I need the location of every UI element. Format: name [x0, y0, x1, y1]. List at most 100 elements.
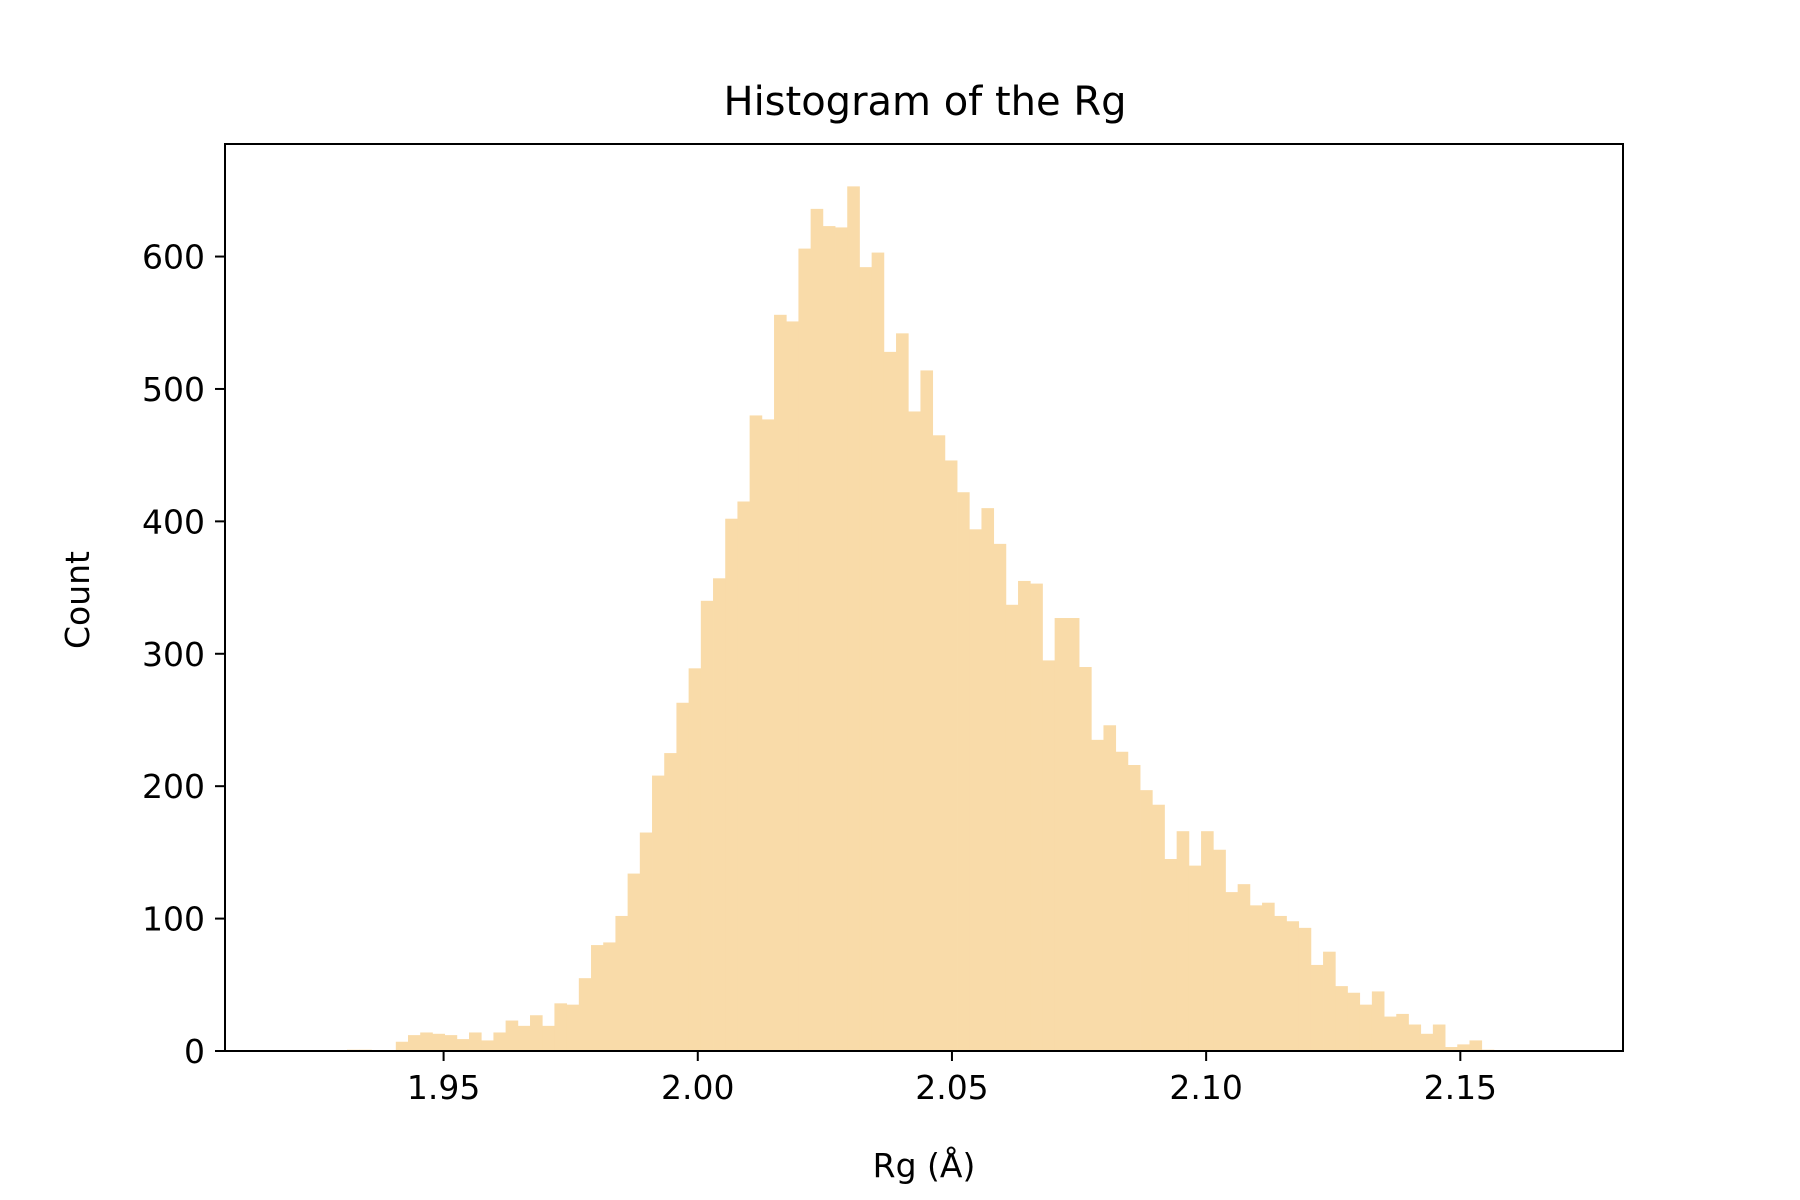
- histogram-bar: [1408, 1024, 1422, 1051]
- chart-title: Histogram of the Rg: [723, 79, 1126, 125]
- histogram-bar: [1140, 790, 1153, 1051]
- plot-frame: [224, 143, 1624, 1052]
- histogram-bar: [1005, 604, 1019, 1051]
- histogram-bar: [908, 411, 921, 1051]
- histogram-bar: [481, 1040, 494, 1051]
- histogram-bar: [1384, 1016, 1397, 1051]
- histogram-bar: [786, 321, 799, 1051]
- histogram-bar: [603, 942, 616, 1051]
- histogram-bar: [1176, 831, 1190, 1051]
- histogram-bar: [578, 978, 592, 1051]
- histogram-bar: [761, 419, 775, 1051]
- y-tick-label: 100: [142, 900, 205, 939]
- x-tick-label: 1.95: [407, 1068, 480, 1107]
- histogram-bar: [1310, 964, 1324, 1051]
- histogram-bar: [1152, 804, 1165, 1051]
- histogram-bar: [1237, 884, 1251, 1051]
- histogram-bar: [713, 578, 726, 1051]
- histogram-bar: [1445, 1047, 1458, 1051]
- histogram-bar: [1079, 667, 1092, 1051]
- histogram-bar: [664, 753, 677, 1051]
- histogram-bar: [1054, 618, 1068, 1051]
- histogram-bar: [1042, 660, 1056, 1051]
- histogram-bar: [822, 226, 836, 1051]
- histogram-bar: [469, 1032, 482, 1051]
- histogram-bar: [1420, 1033, 1434, 1051]
- histogram-bar: [737, 501, 751, 1051]
- histogram-bar: [1030, 583, 1043, 1051]
- y-axis-ticks: 0 100 200 300 400 500 600: [142, 238, 225, 1071]
- histogram-bar: [505, 1020, 519, 1051]
- histogram-bar: [859, 267, 873, 1051]
- histogram-bar: [395, 1041, 409, 1051]
- histogram-bar: [542, 1025, 555, 1051]
- histogram-bar: [798, 248, 812, 1052]
- histogram-bar: [1115, 751, 1129, 1051]
- histogram-bar: [896, 333, 909, 1052]
- histogram-bar: [615, 915, 629, 1051]
- histogram-bar: [1469, 1040, 1483, 1051]
- histogram-bar: [957, 492, 970, 1051]
- histogram-bar: [1225, 892, 1239, 1051]
- histogram-bar: [932, 435, 946, 1051]
- histogram-bar: [1066, 618, 1080, 1051]
- x-axis-ticks: 1.95 2.00 2.05 2.10 2.15: [407, 1051, 1497, 1107]
- histogram-bar: [1286, 921, 1300, 1051]
- histogram-bar: [1188, 865, 1202, 1051]
- histogram-bar: [1091, 739, 1104, 1051]
- histogram-bar: [1103, 725, 1117, 1051]
- histogram-bar: [1371, 991, 1385, 1051]
- y-tick-label: 400: [142, 502, 205, 541]
- histogram-bar: [530, 1015, 543, 1051]
- histogram-bar: [591, 945, 604, 1051]
- histogram-bar: [432, 1033, 446, 1051]
- histogram-bar: [1274, 915, 1287, 1051]
- histogram-bar: [725, 518, 738, 1051]
- histogram-bar: [883, 351, 897, 1052]
- histogram-bar: [1262, 902, 1275, 1051]
- histogram-bar: [981, 508, 995, 1051]
- histogram-bar: [1164, 859, 1178, 1051]
- y-tick-label: 0: [184, 1032, 205, 1071]
- x-tick-label: 2.05: [915, 1068, 988, 1107]
- histogram-bar: [1335, 986, 1348, 1051]
- histogram-bar: [847, 186, 860, 1052]
- histogram-bar: [652, 775, 665, 1051]
- histogram-bar: [774, 314, 787, 1051]
- histogram-bar: [517, 1025, 531, 1051]
- histogram-bar: [749, 415, 763, 1051]
- y-tick-label: 200: [142, 767, 205, 806]
- histogram-bar: [1249, 905, 1263, 1051]
- histogram-bar: [627, 873, 641, 1051]
- x-axis-label: Rg (Å): [873, 1145, 976, 1185]
- histogram-bars: [347, 186, 1495, 1052]
- histogram-bar: [1018, 580, 1031, 1051]
- histogram-bar: [1359, 1004, 1373, 1051]
- histogram-bar: [944, 460, 958, 1052]
- y-tick-label: 500: [142, 370, 205, 409]
- histogram-bar: [871, 252, 885, 1051]
- histogram-bar: [456, 1039, 470, 1051]
- histogram-bar: [1347, 992, 1361, 1051]
- histogram-bar: [920, 370, 934, 1052]
- histogram-bar: [1323, 951, 1336, 1051]
- histogram-bar: [639, 832, 653, 1051]
- x-tick-label: 2.15: [1424, 1068, 1497, 1107]
- y-tick-label: 300: [142, 635, 205, 674]
- histogram-bar: [700, 600, 714, 1051]
- x-tick-label: 2.00: [661, 1068, 734, 1107]
- histogram-bar: [1396, 1013, 1409, 1051]
- histogram-bar: [1213, 849, 1226, 1051]
- histogram-bar: [688, 668, 702, 1051]
- histogram-bar: [1127, 764, 1141, 1051]
- histogram-bar: [408, 1035, 421, 1051]
- histogram-bar: [493, 1032, 507, 1051]
- histogram-bar: [676, 702, 690, 1051]
- histogram-bar: [1432, 1024, 1446, 1051]
- histogram-bar: [1201, 831, 1214, 1051]
- histogram-bar: [1457, 1044, 1470, 1051]
- y-tick-label: 600: [142, 238, 205, 277]
- histogram-bar: [420, 1032, 433, 1051]
- histogram-bar: [993, 543, 1007, 1051]
